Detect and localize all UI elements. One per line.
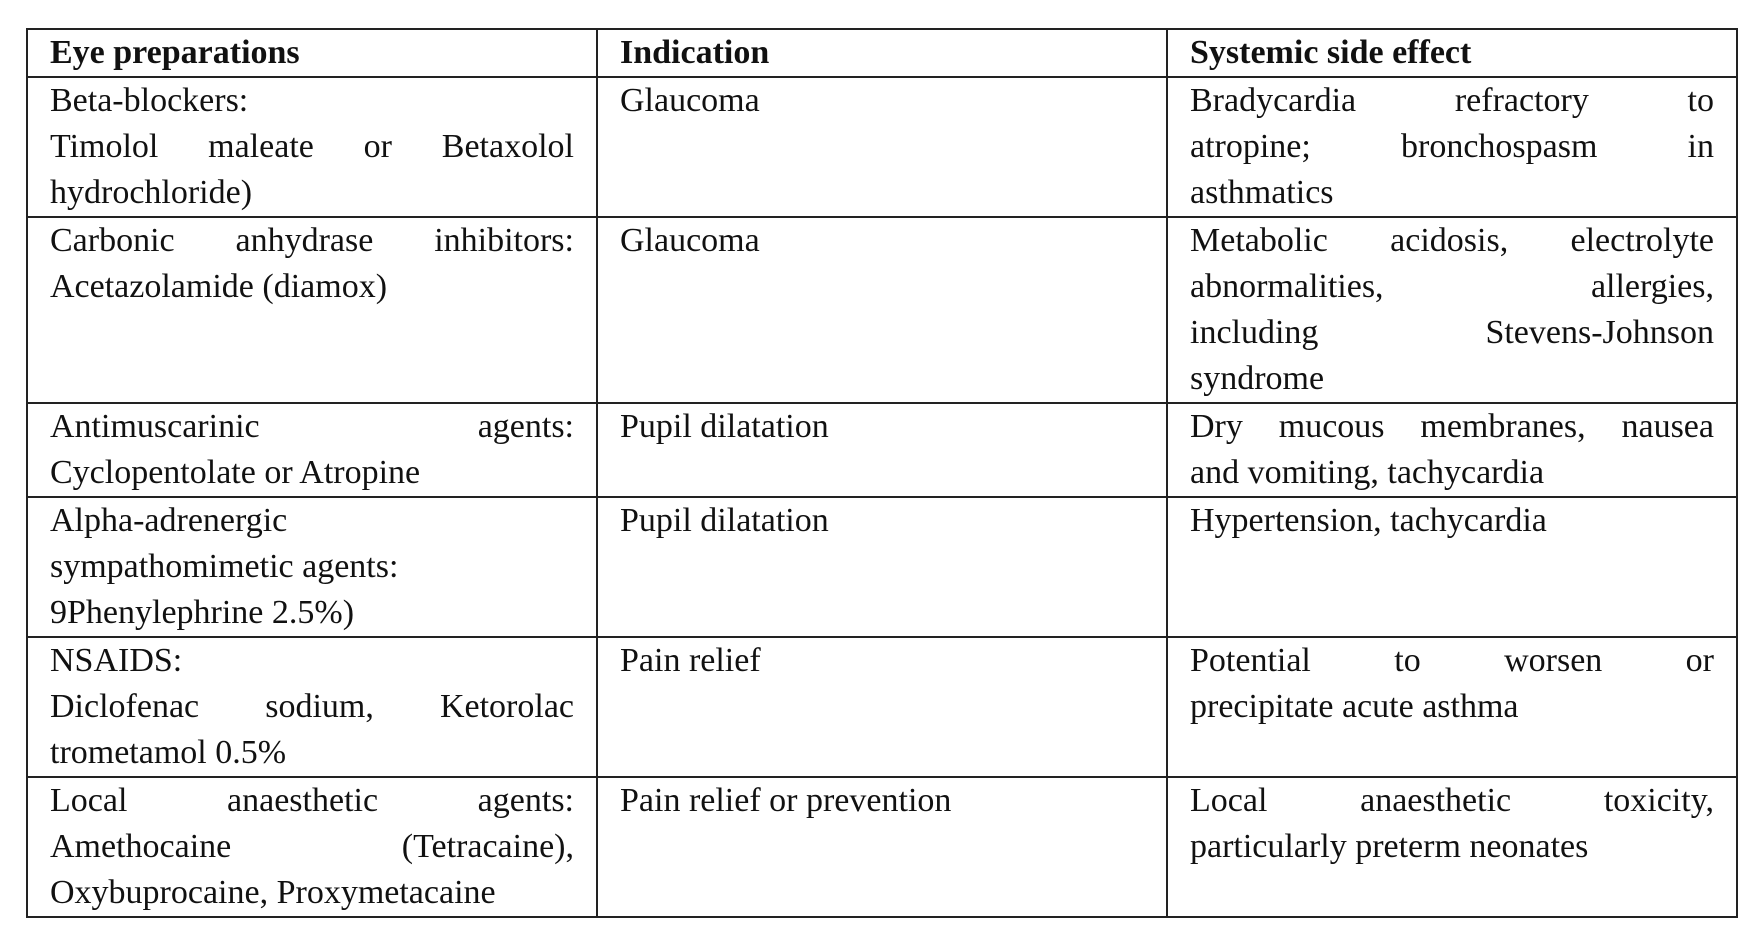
preparation-line: Antimuscarinic agents:: [50, 408, 574, 445]
table-row: NSAIDS: Diclofenac sodium, Ketorolac tro…: [26, 636, 1738, 778]
indication-cell: Pain relief or prevention: [596, 776, 1168, 918]
side-effect-cell: Local anaesthetic toxicity, particularly…: [1166, 776, 1738, 918]
indication-text: Glaucoma: [620, 222, 760, 259]
preparation-line: Diclofenac sodium, Ketorolac: [50, 688, 574, 725]
preparation-cell: Carbonic anhydrase inhibitors: Acetazola…: [26, 216, 598, 404]
side-effect-line: asthmatics: [1190, 174, 1334, 211]
preparation-cell: Local anaesthetic agents: Amethocaine (T…: [26, 776, 598, 918]
indication-cell: Glaucoma: [596, 76, 1168, 218]
preparation-line: NSAIDS:: [50, 642, 183, 679]
side-effect-line: particularly preterm neonates: [1190, 828, 1589, 865]
side-effect-line: precipitate acute asthma: [1190, 688, 1519, 725]
side-effect-line: Dry mucous membranes, nausea: [1190, 408, 1714, 445]
side-effect-line: syndrome: [1190, 360, 1325, 397]
header-indication: Indication: [596, 28, 1168, 78]
preparation-cell: Alpha-adrenergic sympathomimetic agents:…: [26, 496, 598, 638]
preparation-line: Carbonic anhydrase inhibitors:: [50, 222, 574, 259]
side-effect-line: including Stevens-Johnson: [1190, 314, 1714, 351]
side-effect-line: abnormalities, allergies,: [1190, 268, 1714, 305]
eye-preparations-table: Eye preparations Indication Systemic sid…: [26, 28, 1738, 918]
preparation-line: hydrochloride): [50, 174, 253, 211]
header-eye-preparations: Eye preparations: [26, 28, 598, 78]
indication-text: Pain relief or prevention: [620, 782, 952, 819]
preparation-line: Acetazolamide (diamox): [50, 268, 388, 305]
preparation-line: Alpha-adrenergic: [50, 502, 288, 539]
preparation-line: Cyclopentolate or Atropine: [50, 454, 421, 491]
preparation-line: Local anaesthetic agents:: [50, 782, 574, 819]
table-row: Carbonic anhydrase inhibitors: Acetazola…: [26, 216, 1738, 404]
side-effect-line: Metabolic acidosis, electrolyte: [1190, 222, 1714, 259]
preparation-line: 9Phenylephrine 2.5%): [50, 594, 355, 631]
side-effect-cell: Hypertension, tachycardia: [1166, 496, 1738, 638]
side-effect-line: Hypertension, tachycardia: [1190, 502, 1547, 539]
indication-cell: Pupil dilatation: [596, 402, 1168, 498]
side-effect-line: and vomiting, tachycardia: [1190, 454, 1545, 491]
indication-text: Glaucoma: [620, 82, 760, 119]
header-systemic-side-effect: Systemic side effect: [1166, 28, 1738, 78]
preparation-cell: NSAIDS: Diclofenac sodium, Ketorolac tro…: [26, 636, 598, 778]
side-effect-line: Potential to worsen or: [1190, 642, 1714, 679]
indication-cell: Glaucoma: [596, 216, 1168, 404]
table-row: Local anaesthetic agents: Amethocaine (T…: [26, 776, 1738, 918]
preparation-line: Oxybuprocaine, Proxymetacaine: [50, 874, 496, 911]
indication-text: Pain relief: [620, 642, 761, 679]
table-header-row: Eye preparations Indication Systemic sid…: [26, 28, 1738, 78]
preparation-line: Amethocaine (Tetracaine),: [50, 828, 574, 865]
side-effect-cell: Potential to worsen or precipitate acute…: [1166, 636, 1738, 778]
table-row: Alpha-adrenergic sympathomimetic agents:…: [26, 496, 1738, 638]
side-effect-line: Local anaesthetic toxicity,: [1190, 782, 1714, 819]
preparation-cell: Antimuscarinic agents: Cyclopentolate or…: [26, 402, 598, 498]
indication-cell: Pupil dilatation: [596, 496, 1168, 638]
preparation-line: sympathomimetic agents:: [50, 548, 399, 585]
table-row: Antimuscarinic agents: Cyclopentolate or…: [26, 402, 1738, 498]
indication-cell: Pain relief: [596, 636, 1168, 778]
side-effect-line: atropine; bronchospasm in: [1190, 128, 1714, 165]
side-effect-cell: Dry mucous membranes, nausea and vomitin…: [1166, 402, 1738, 498]
indication-text: Pupil dilatation: [620, 408, 829, 445]
preparation-line: Beta-blockers:: [50, 82, 249, 119]
preparation-line: Timolol maleate or Betaxolol: [50, 128, 574, 165]
indication-text: Pupil dilatation: [620, 502, 829, 539]
preparation-line: trometamol 0.5%: [50, 734, 287, 771]
side-effect-cell: Metabolic acidosis, electrolyte abnormal…: [1166, 216, 1738, 404]
preparation-cell: Beta-blockers: Timolol maleate or Betaxo…: [26, 76, 598, 218]
side-effect-cell: Bradycardia refractory to atropine; bron…: [1166, 76, 1738, 218]
table-row: Beta-blockers: Timolol maleate or Betaxo…: [26, 76, 1738, 218]
side-effect-line: Bradycardia refractory to: [1190, 82, 1714, 119]
